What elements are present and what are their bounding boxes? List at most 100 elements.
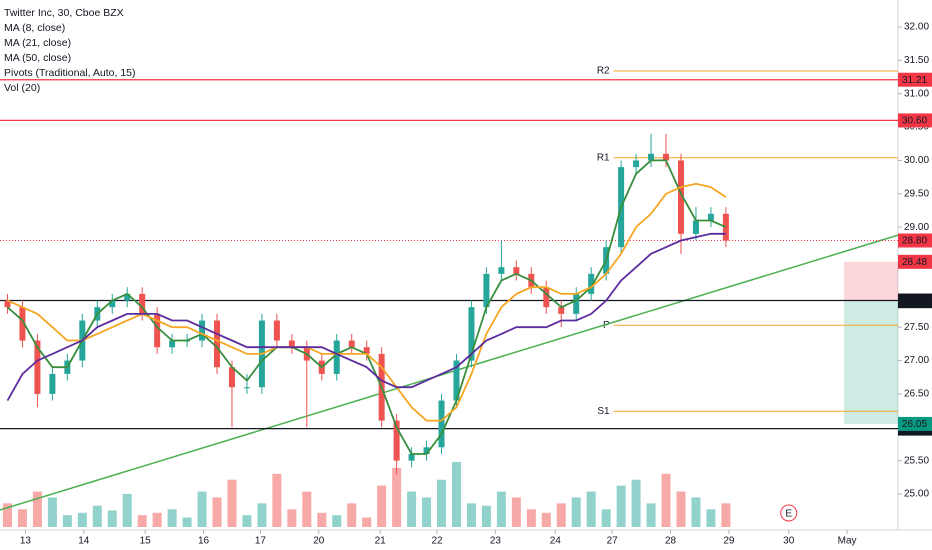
volume-bar — [92, 505, 102, 527]
price-label: 31.21 — [902, 75, 927, 86]
earnings-label: E — [785, 509, 792, 520]
x-tick-label: 24 — [550, 536, 562, 547]
candle-body — [348, 340, 355, 348]
candle-body — [648, 153, 655, 161]
candle-body — [288, 340, 295, 348]
volume-bar — [182, 517, 192, 527]
volume-bar — [691, 497, 701, 527]
candle-body — [109, 300, 116, 308]
candle-body — [663, 153, 670, 161]
candle-body — [214, 320, 221, 368]
volume-bar — [62, 515, 72, 527]
price-label: 26.05 — [902, 419, 927, 430]
candle-body — [19, 307, 26, 341]
volume-bar — [272, 473, 282, 527]
candle-body — [483, 273, 490, 308]
candle-body — [498, 267, 505, 274]
pivot-label: R2 — [597, 66, 610, 77]
x-tick-label: 13 — [20, 536, 32, 547]
candle-body — [154, 313, 161, 348]
candle-body — [588, 273, 595, 294]
volume-bar — [586, 491, 596, 527]
volume-bar — [616, 485, 626, 527]
volume-bar — [721, 503, 731, 527]
volume-bar — [32, 491, 42, 527]
x-tick-label: 17 — [255, 536, 267, 547]
price-label-box — [898, 254, 932, 269]
candle-body — [438, 400, 445, 448]
volume-bar — [451, 462, 461, 527]
ma-line — [7, 182, 727, 422]
price-label: 28.80 — [902, 236, 927, 247]
y-tick-label: 30.00 — [904, 155, 929, 166]
volume-bar — [377, 485, 387, 527]
volume-bar — [137, 515, 147, 527]
candle-body — [453, 360, 460, 401]
price-label-box — [898, 294, 932, 309]
volume-bar — [302, 491, 312, 527]
y-tick-label: 27.50 — [904, 322, 929, 333]
volume-bar — [47, 497, 57, 527]
volume-bar — [541, 512, 551, 527]
candle-body — [408, 453, 415, 461]
x-tick-label: 21 — [375, 536, 387, 547]
price-label-box — [898, 233, 932, 248]
volume-bar — [242, 515, 252, 527]
pivot-label: P — [603, 320, 610, 331]
volume-bar — [676, 491, 686, 527]
candle-body — [393, 420, 400, 461]
x-tick-label: 15 — [140, 536, 152, 547]
volume-bar — [2, 503, 12, 527]
candle-body — [707, 213, 714, 221]
volume-bar — [152, 512, 162, 527]
y-tick-label: 25.00 — [904, 489, 929, 500]
x-tick-label: 27 — [607, 536, 619, 547]
volume-bar — [107, 510, 117, 527]
volume-bar — [496, 491, 506, 527]
volume-bar — [511, 497, 521, 527]
volume-bar — [227, 479, 237, 527]
price-label-box — [898, 113, 932, 128]
volume-bar — [257, 503, 267, 527]
volume-bar — [167, 509, 177, 527]
volume-bar — [526, 509, 536, 527]
candle-body — [513, 267, 520, 274]
volume-bar — [556, 503, 566, 527]
candle-body — [692, 220, 699, 234]
pivot-label: R1 — [597, 152, 610, 163]
volume-bar — [17, 509, 27, 527]
x-tick-label: 29 — [723, 536, 735, 547]
y-tick-label: 31.50 — [904, 55, 929, 66]
volume-bar — [631, 479, 641, 527]
legend: Twitter Inc, 30, Cboe BZX MA (8, close) M… — [4, 7, 136, 94]
volume-bar — [571, 497, 581, 527]
y-tick-label: 27.00 — [904, 355, 929, 366]
volume-bar — [212, 497, 222, 527]
legend-entry: MA (8, close) — [4, 22, 65, 34]
legend-entry: Vol (20) — [4, 82, 40, 94]
candle-body — [722, 213, 729, 241]
volume-bar — [407, 491, 417, 527]
y-tick-label: 26.50 — [904, 389, 929, 400]
ma-line — [6, 232, 726, 402]
x-tick-label: 22 — [431, 536, 443, 547]
candle-body — [243, 387, 250, 389]
volume-bar — [481, 505, 491, 527]
chart-title: Twitter Inc, 30, Cboe BZX — [4, 7, 124, 19]
x-tick-label: 20 — [313, 536, 325, 547]
y-tick-label: 29.00 — [904, 222, 929, 233]
candle-body — [4, 300, 11, 308]
y-tick-label: 31.00 — [904, 88, 929, 99]
candle-body — [543, 287, 550, 308]
candle-body — [677, 160, 684, 234]
candle-body — [228, 367, 235, 388]
price-label-box — [898, 416, 932, 431]
x-tick-label: 16 — [198, 536, 210, 547]
x-tick-label: 28 — [665, 536, 677, 547]
candle-body — [423, 447, 430, 454]
volume-bar — [661, 473, 671, 527]
volume-bar — [601, 509, 611, 527]
legend-entry: MA (21, close) — [4, 37, 71, 49]
